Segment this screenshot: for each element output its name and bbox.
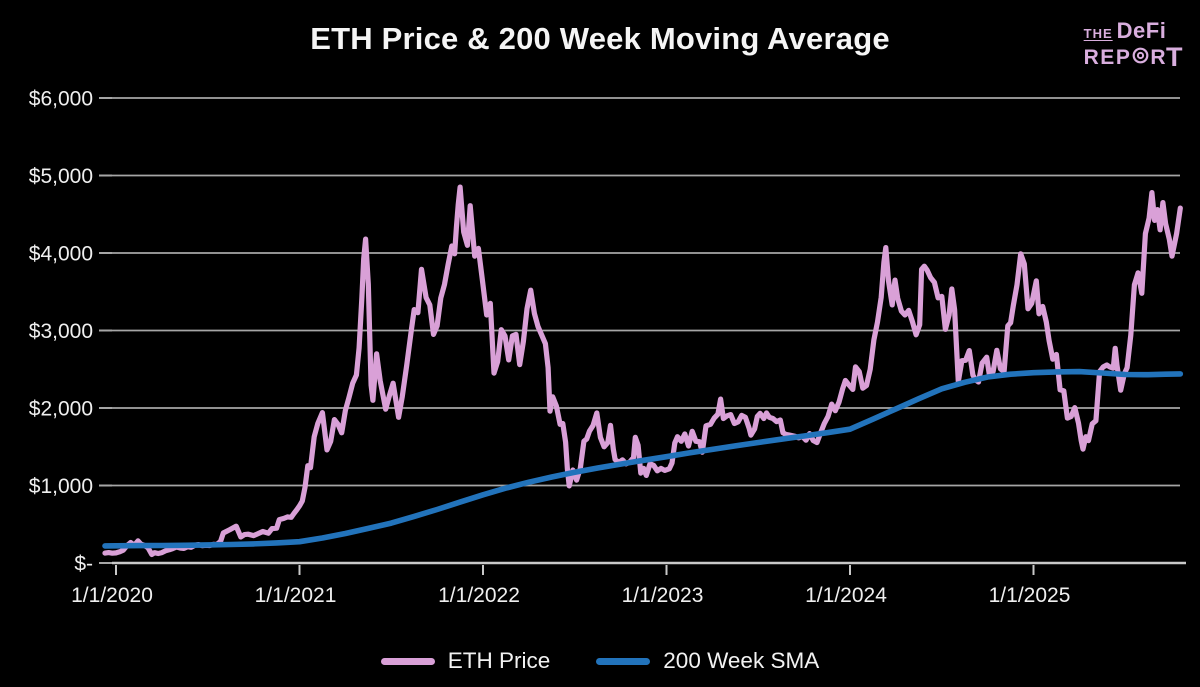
- logo-r-text: R: [1150, 46, 1167, 69]
- y-axis-label: $1,000: [29, 475, 93, 498]
- logo-rep-text: REP: [1083, 46, 1132, 69]
- sma-line: [102, 368, 1184, 549]
- x-axis-label: 1/1/2025: [989, 584, 1071, 607]
- legend-item-200-week-sma: 200 Week SMA: [596, 648, 819, 674]
- y-axis-label: $3,000: [29, 320, 93, 343]
- eth-price-line: [102, 184, 1183, 558]
- y-axis-label: $4,000: [29, 243, 93, 266]
- eth-price-legend-label: ETH Price: [447, 648, 551, 673]
- logo-the-text: THE: [1083, 26, 1113, 41]
- logo-line-1: THE DeFi: [1084, 20, 1184, 42]
- x-axis-label: 1/1/2021: [255, 584, 337, 607]
- y-axis-label: $5,000: [29, 165, 93, 188]
- logo-t-text: T: [1166, 42, 1184, 72]
- sma-line-swatch: [596, 657, 651, 665]
- x-axis-label: 1/1/2022: [438, 584, 520, 607]
- eth-price-line-swatch: [380, 657, 435, 665]
- chart-legend: ETH Price 200 Week SMA: [0, 648, 1200, 674]
- x-axis-label: 1/1/2020: [71, 584, 153, 607]
- legend-item-eth-price: ETH Price: [380, 648, 551, 674]
- sma-legend-label: 200 Week SMA: [663, 648, 820, 673]
- x-axis-label: 1/1/2024: [805, 584, 887, 607]
- y-axis-label: $2,000: [29, 398, 93, 421]
- chart-title: ETH Price & 200 Week Moving Average: [310, 21, 890, 56]
- logo-defi-text: DeFi: [1116, 18, 1167, 43]
- x-axis-label: 1/1/2023: [622, 584, 704, 607]
- y-axis-label: $6,000: [29, 88, 93, 111]
- y-axis-label: $-: [74, 553, 93, 576]
- target-icon: [1132, 47, 1149, 68]
